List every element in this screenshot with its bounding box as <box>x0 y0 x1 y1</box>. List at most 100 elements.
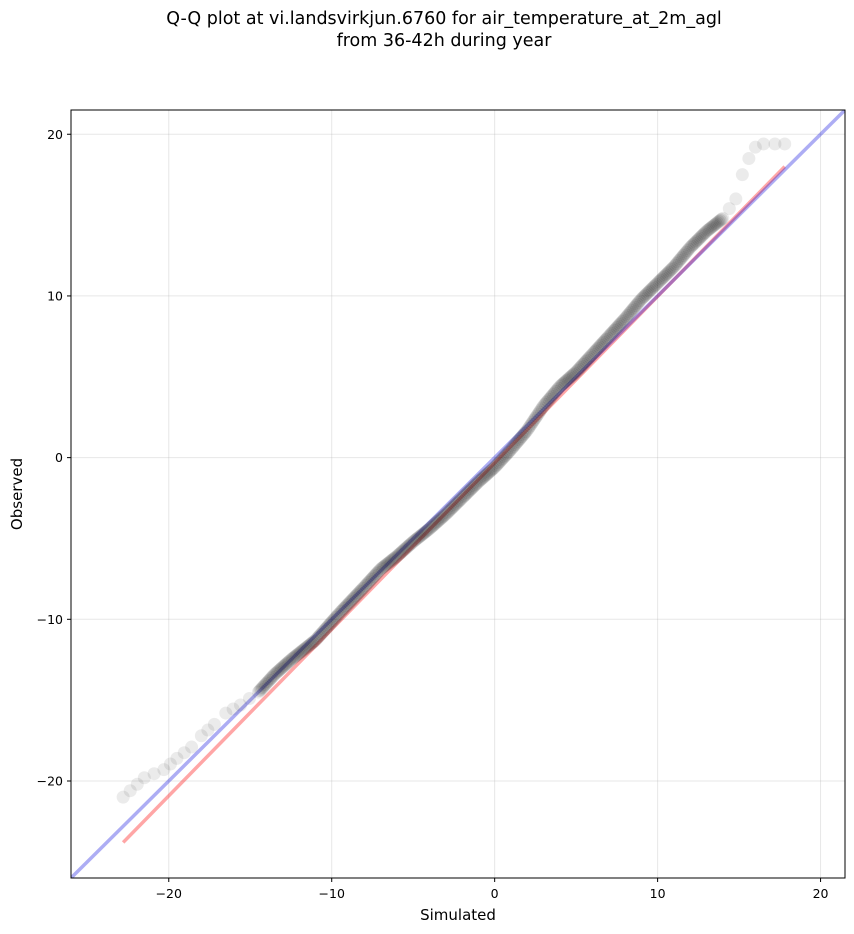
quantile-point <box>648 279 662 293</box>
grid <box>71 110 845 878</box>
quantile-point <box>170 751 184 765</box>
quantile-point <box>344 594 358 608</box>
quantile-point <box>340 599 354 613</box>
quantile-point <box>473 474 487 488</box>
quantile-point <box>561 372 575 386</box>
quantile-point <box>446 500 460 514</box>
quantile-point <box>543 391 557 405</box>
quantile-point <box>414 528 428 542</box>
quantile-point <box>499 448 513 462</box>
quantile-point <box>591 341 605 355</box>
quantile-point <box>541 394 555 408</box>
quantile-point <box>526 415 540 429</box>
quantile-point <box>390 549 404 563</box>
quantile-point <box>431 514 445 528</box>
quantile-point <box>596 335 610 349</box>
quantile-point <box>619 310 633 324</box>
quantile-point <box>279 658 293 672</box>
quantile-point <box>303 638 317 652</box>
quantile-point <box>443 503 457 517</box>
quantile-point <box>474 472 488 486</box>
quantile-point <box>592 340 606 354</box>
quantile-point <box>387 551 401 565</box>
quantile-point <box>322 618 336 632</box>
quantile-point <box>325 615 339 629</box>
quantile-point <box>258 678 272 692</box>
quantile-point <box>300 640 314 654</box>
quantile-point <box>422 522 436 536</box>
quantile-point <box>534 403 548 417</box>
quantile-point <box>701 223 715 237</box>
quantile-point <box>492 456 506 470</box>
quantile-point <box>475 471 489 485</box>
quantile-point <box>573 360 587 374</box>
quantile-point <box>556 377 570 391</box>
quantile-point <box>281 655 295 669</box>
quantile-point <box>398 542 412 556</box>
quantile-point <box>629 299 643 313</box>
quantile-point <box>664 263 678 277</box>
quantile-point <box>283 654 297 668</box>
plot-frame <box>70 109 846 879</box>
quantile-point <box>273 662 287 676</box>
quantile-point <box>312 629 326 643</box>
quantile-point <box>530 409 544 423</box>
quantile-point <box>439 507 453 521</box>
quantile-point <box>542 392 556 406</box>
quantile-point <box>251 685 265 699</box>
quantile-point <box>698 226 712 240</box>
quantile-point <box>242 692 256 706</box>
quantile-point <box>565 369 579 383</box>
fit-line <box>121 165 786 844</box>
quantile-point <box>581 352 595 366</box>
x-tick-label: −20 <box>156 886 182 901</box>
quantile-point <box>299 641 313 655</box>
x-tick-label: 20 <box>813 886 829 901</box>
quantile-point <box>413 529 427 543</box>
quantile-point <box>699 224 713 238</box>
quantile-point <box>378 559 392 573</box>
quantile-point <box>137 771 151 785</box>
quantile-point <box>302 639 316 653</box>
quantile-point <box>518 426 532 440</box>
quantile-point <box>638 288 652 302</box>
quantile-point <box>659 268 673 282</box>
quantile-point <box>509 436 523 450</box>
quantile-point <box>497 450 511 464</box>
quantile-point <box>470 476 484 490</box>
quantile-point <box>417 526 431 540</box>
axis-ticks: −20 −10 0 10 20 −20 −10 0 10 20 <box>37 127 829 901</box>
quantile-point <box>379 558 393 572</box>
quantile-point <box>123 784 137 798</box>
quantile-point <box>292 646 306 660</box>
quantile-point <box>587 346 601 360</box>
quantile-point <box>672 253 686 267</box>
quantile-point <box>512 433 526 447</box>
quantile-point <box>626 302 640 316</box>
quantile-point <box>395 544 409 558</box>
quantile-point <box>314 627 328 641</box>
quantile-point <box>680 244 694 258</box>
quantile-point <box>655 272 669 286</box>
quantile-point <box>359 578 373 592</box>
quantile-point <box>332 607 346 621</box>
quantile-point <box>269 666 283 680</box>
quantile-point <box>569 365 583 379</box>
quantile-point <box>466 480 480 494</box>
quantile-point <box>459 487 473 501</box>
quantile-point <box>729 192 743 206</box>
quantile-point <box>285 652 299 666</box>
chart-title-block: Q-Q plot at vi.landsvirkjun.6760 for air… <box>0 8 854 52</box>
quantile-point <box>622 307 636 321</box>
quantile-point <box>671 255 685 269</box>
quantile-point <box>346 591 360 605</box>
quantile-point <box>490 457 504 471</box>
quantile-point <box>748 140 762 154</box>
quantile-point <box>478 469 492 483</box>
quantile-point <box>427 518 441 532</box>
quantile-point <box>389 550 403 564</box>
quantile-point <box>406 535 420 549</box>
quantile-point <box>401 540 415 554</box>
quantile-point <box>349 589 363 603</box>
quantile-point <box>564 370 578 384</box>
